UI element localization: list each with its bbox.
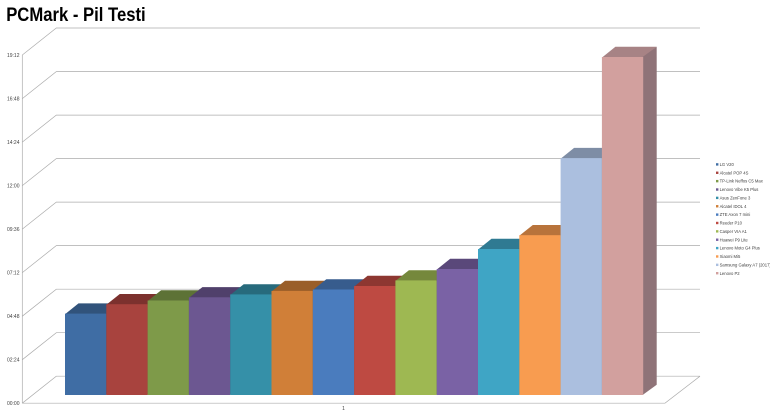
svg-text:12:00: 12:00 (7, 183, 20, 189)
svg-text:16:48: 16:48 (7, 96, 20, 102)
svg-text:Alcatel POP 4S: Alcatel POP 4S (720, 170, 749, 175)
svg-text:14:24: 14:24 (7, 140, 20, 146)
svg-text:Casper VIA A1: Casper VIA A1 (720, 229, 748, 234)
svg-text:02:24: 02:24 (7, 358, 20, 364)
svg-text:Alcatel IDOL 4: Alcatel IDOL 4 (720, 204, 748, 209)
svg-text:TP-Link Neffos C5 Max: TP-Link Neffos C5 Max (720, 179, 764, 184)
svg-text:Lenovo Moto G4 Plus: Lenovo Moto G4 Plus (720, 246, 760, 251)
svg-text:Lenovo P2: Lenovo P2 (720, 271, 741, 276)
svg-text:Lenovo Vibe K5 Plus: Lenovo Vibe K5 Plus (720, 187, 759, 192)
svg-text:Reeder P10: Reeder P10 (720, 221, 743, 226)
svg-text:04:48: 04:48 (7, 314, 20, 320)
svg-text:ZTE Axon 7 mini: ZTE Axon 7 mini (720, 212, 751, 217)
svg-text:19:12: 19:12 (7, 53, 20, 59)
svg-text:Asus ZenFone 3: Asus ZenFone 3 (720, 195, 751, 200)
svg-text:LG V20: LG V20 (720, 162, 735, 167)
svg-text:1: 1 (342, 406, 345, 412)
svg-text:PCMark - Pil Testi: PCMark - Pil Testi (6, 4, 146, 26)
svg-text:09:36: 09:36 (7, 227, 20, 233)
svg-text:Samsung Galaxy A7 (2017): Samsung Galaxy A7 (2017) (720, 262, 770, 267)
svg-text:Xiaomi Mi5: Xiaomi Mi5 (720, 254, 741, 259)
svg-text:07:12: 07:12 (7, 270, 20, 276)
svg-text:00:00: 00:00 (7, 401, 20, 407)
svg-text:Huawei P9 Lite: Huawei P9 Lite (720, 237, 749, 242)
